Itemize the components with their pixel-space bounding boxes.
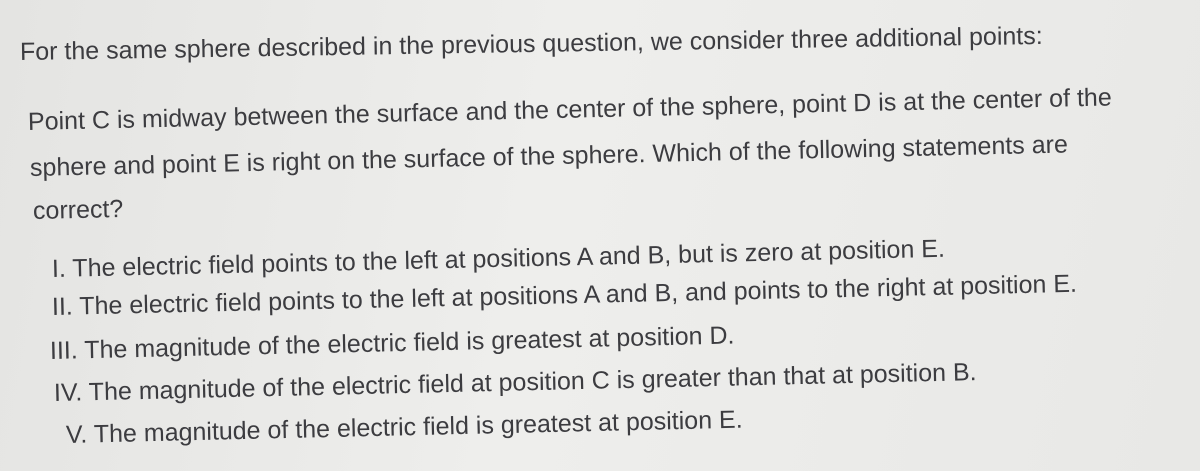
question-line: sphere and point E is right on the surfa… — [29, 130, 1069, 182]
statement: III. The magnitude of the electric field… — [49, 321, 735, 365]
statement: V. The magnitude of the electric field i… — [65, 405, 743, 449]
intro: For the same sphere described in the pre… — [19, 21, 1043, 66]
question-line: Point C is midway between the surface an… — [27, 83, 1112, 136]
statement: IV. The magnitude of the electric field … — [53, 358, 977, 407]
question-line: correct? — [32, 194, 124, 225]
